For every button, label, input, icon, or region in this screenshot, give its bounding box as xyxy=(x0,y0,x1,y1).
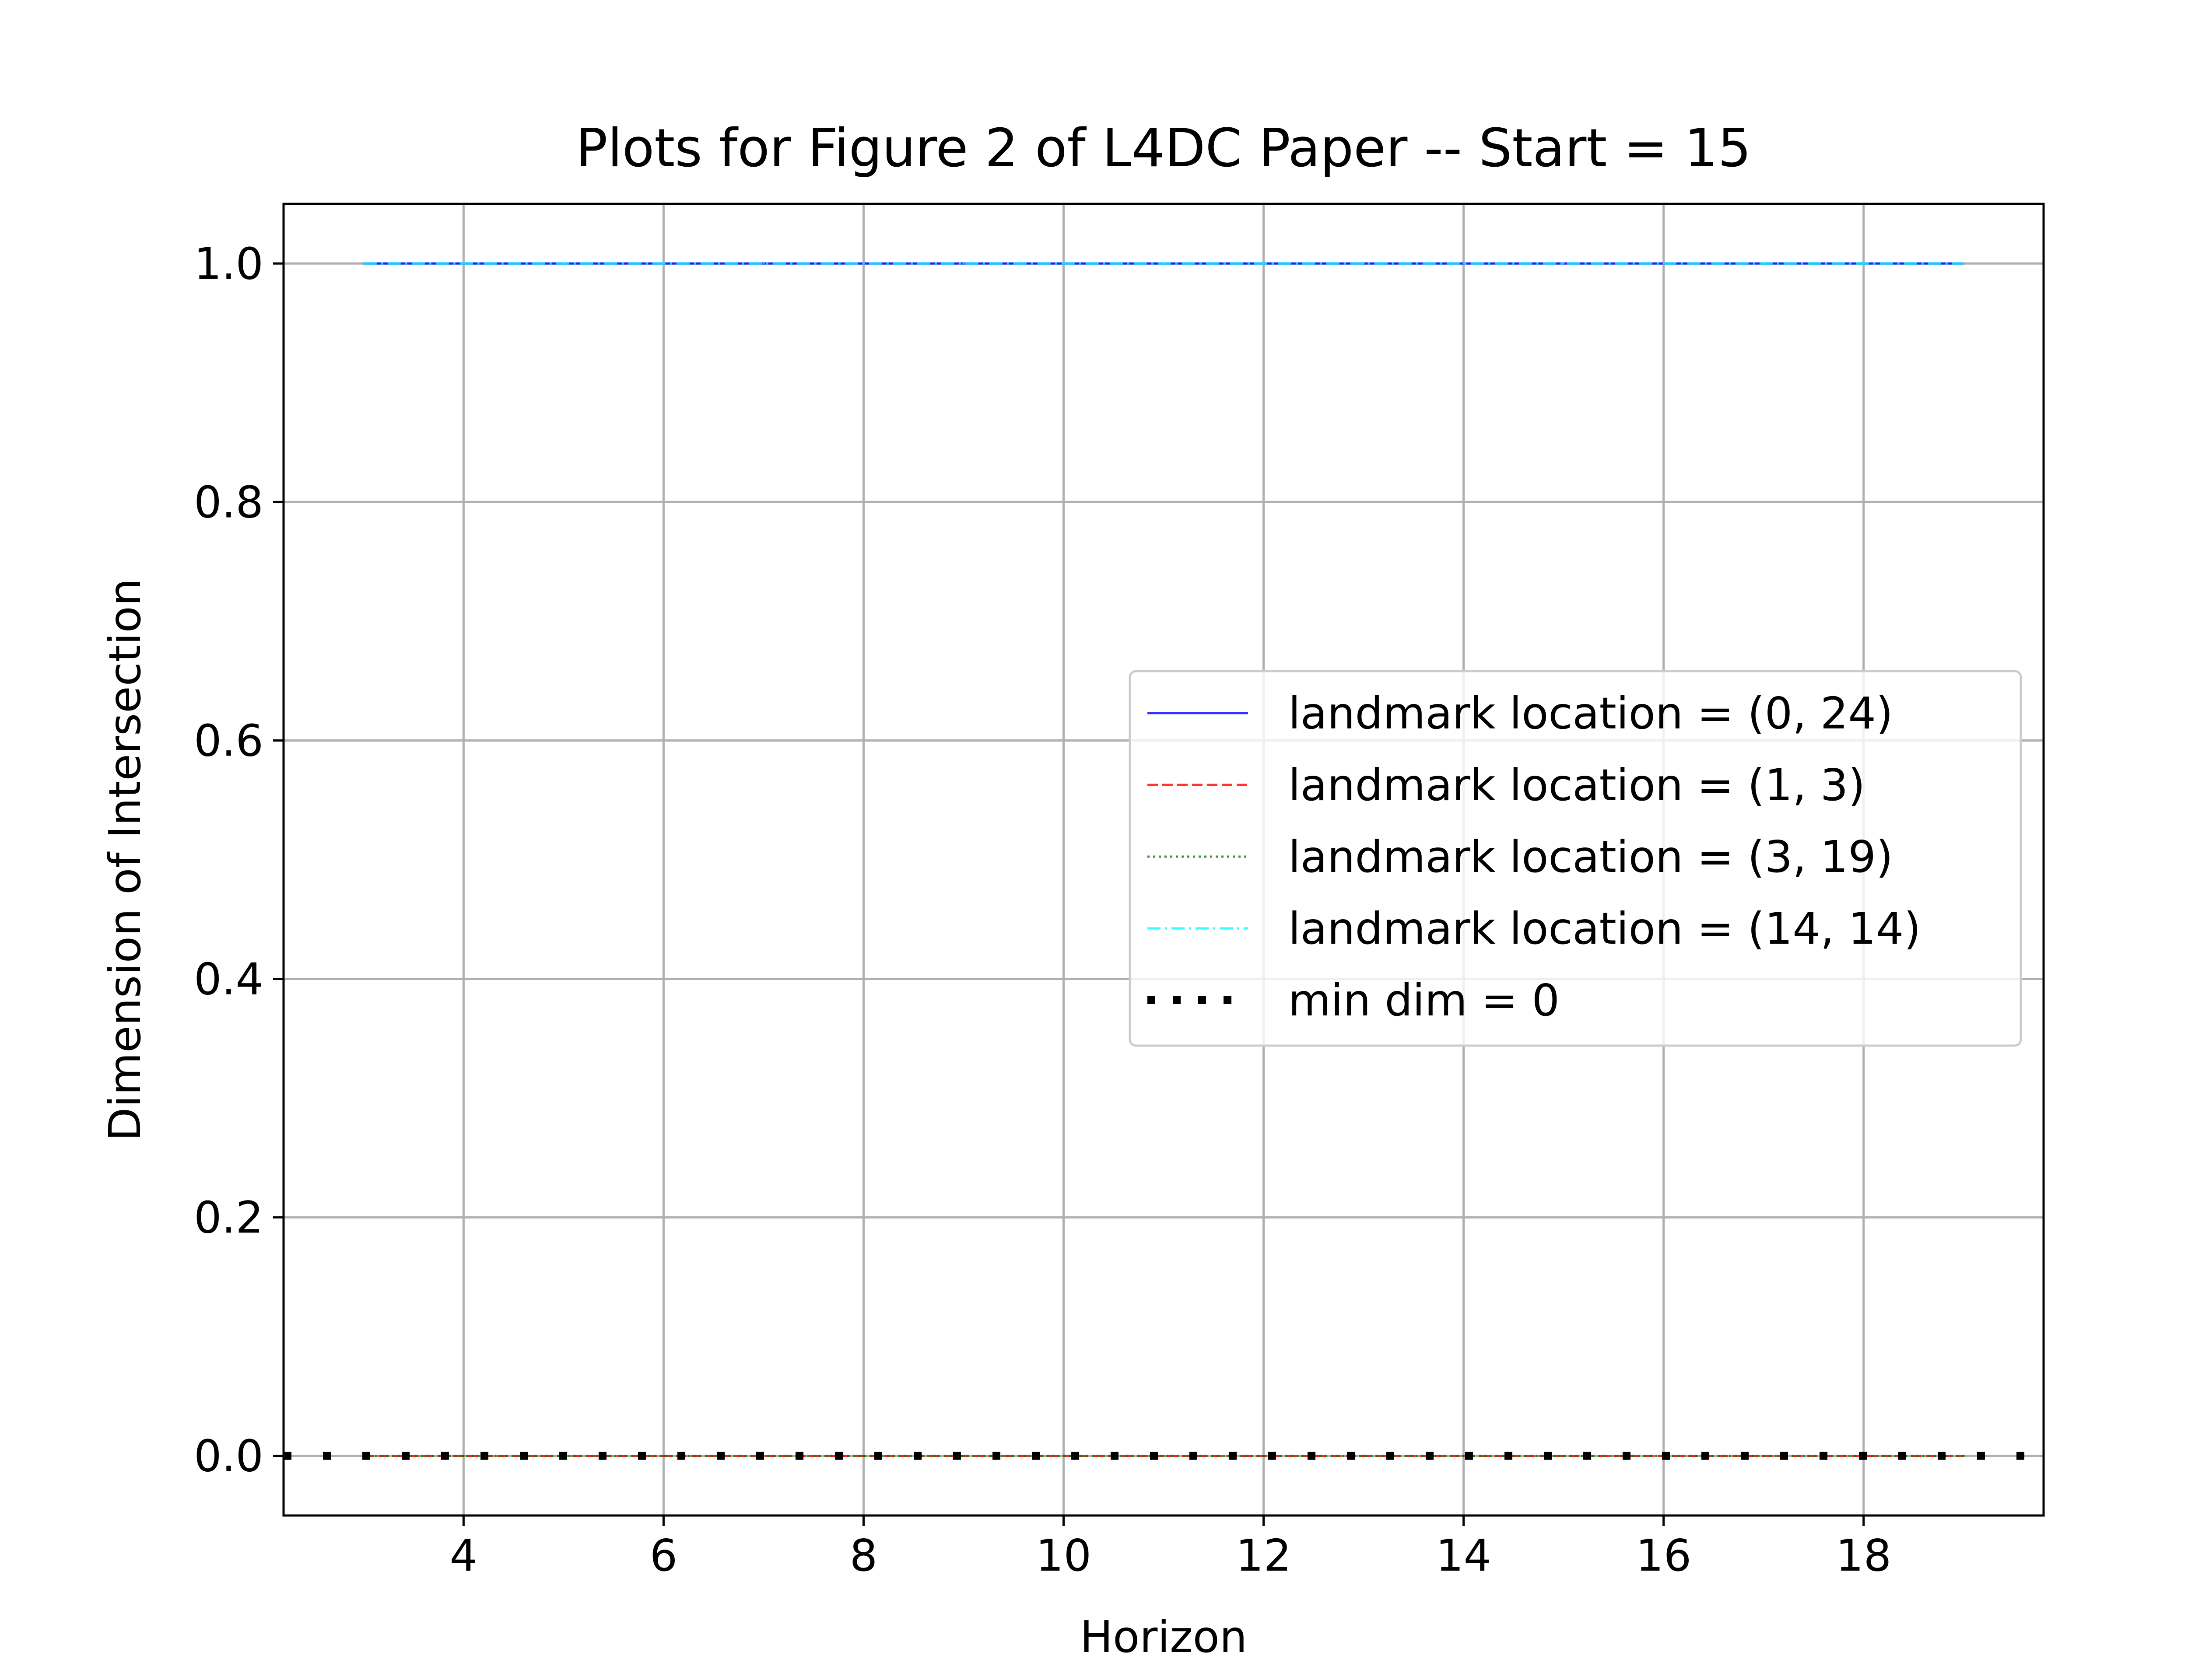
x-tick-label: 16 xyxy=(1636,1530,1691,1581)
data-point-2 xyxy=(1462,1455,1465,1457)
chart-title: Plots for Figure 2 of L4DC Paper -- Star… xyxy=(576,118,1751,179)
legend-label: landmark location = (0, 24) xyxy=(1288,688,1893,739)
y-tick-label: 0.6 xyxy=(194,715,263,766)
data-point-3 xyxy=(1362,262,1365,265)
plot-frame xyxy=(282,203,2045,1517)
y-tick-label: 0.4 xyxy=(194,954,263,1005)
legend-label: min dim = 0 xyxy=(1288,975,1560,1026)
data-point-3 xyxy=(1462,262,1465,265)
data-point-3 xyxy=(562,262,565,265)
data-point-2 xyxy=(862,1455,865,1457)
x-tick-label: 18 xyxy=(1836,1530,1891,1581)
legend-label: landmark location = (3, 19) xyxy=(1288,831,1893,882)
data-point-3 xyxy=(462,262,465,265)
x-tick-label: 6 xyxy=(650,1530,678,1581)
data-point-3 xyxy=(762,262,765,265)
y-tick-label: 0.0 xyxy=(194,1431,263,1482)
x-axis-label: Horizon xyxy=(1080,1611,1247,1662)
data-point-3 xyxy=(1762,262,1765,265)
data-point-3 xyxy=(862,262,865,265)
legend: landmark location = (0, 24) landmark loca… xyxy=(1129,670,2022,1047)
x-tick-label: 14 xyxy=(1436,1530,1491,1581)
data-point-2 xyxy=(1362,1455,1365,1457)
data-point-2 xyxy=(1962,1455,1965,1457)
x-tick-label: 10 xyxy=(1036,1530,1091,1581)
legend-box xyxy=(1129,670,2022,1047)
y-tick-label: 0.8 xyxy=(194,476,263,528)
data-point-3 xyxy=(1062,262,1065,265)
data-point-2 xyxy=(1162,1455,1165,1457)
data-point-3 xyxy=(1562,262,1565,265)
data-point-3 xyxy=(362,262,365,265)
data-point-3 xyxy=(1962,262,1965,265)
data-point-3 xyxy=(662,262,665,265)
y-tick-label: 0.2 xyxy=(194,1192,263,1243)
data-point-3 xyxy=(1862,262,1865,265)
data-point-2 xyxy=(1762,1455,1765,1457)
y-tick-label: 1.0 xyxy=(194,238,263,289)
y-axis-label: Dimension of Intersection xyxy=(99,578,151,1141)
x-tick-label: 12 xyxy=(1236,1530,1291,1581)
series-layer xyxy=(284,262,2044,1460)
data-point-3 xyxy=(962,262,965,265)
data-point-3 xyxy=(1262,262,1265,265)
data-point-3 xyxy=(1162,262,1165,265)
data-point-2 xyxy=(962,1455,965,1457)
legend-label: landmark location = (1, 3) xyxy=(1288,760,1865,811)
tick-layer: 4 6 8 10 12 14 16 18 0.0 0.2 0.4 0.6 0.8 1.0 xyxy=(194,238,1891,1581)
data-point-2 xyxy=(662,1455,665,1457)
data-point-2 xyxy=(1262,1455,1265,1457)
x-tick-label: 4 xyxy=(450,1530,478,1581)
x-tick-label: 8 xyxy=(850,1530,878,1581)
data-point-2 xyxy=(1562,1455,1565,1457)
data-point-3 xyxy=(1662,262,1665,265)
legend-label: landmark location = (14, 14) xyxy=(1288,903,1921,954)
data-point-2 xyxy=(462,1455,465,1457)
data-point-2 xyxy=(1062,1455,1065,1457)
